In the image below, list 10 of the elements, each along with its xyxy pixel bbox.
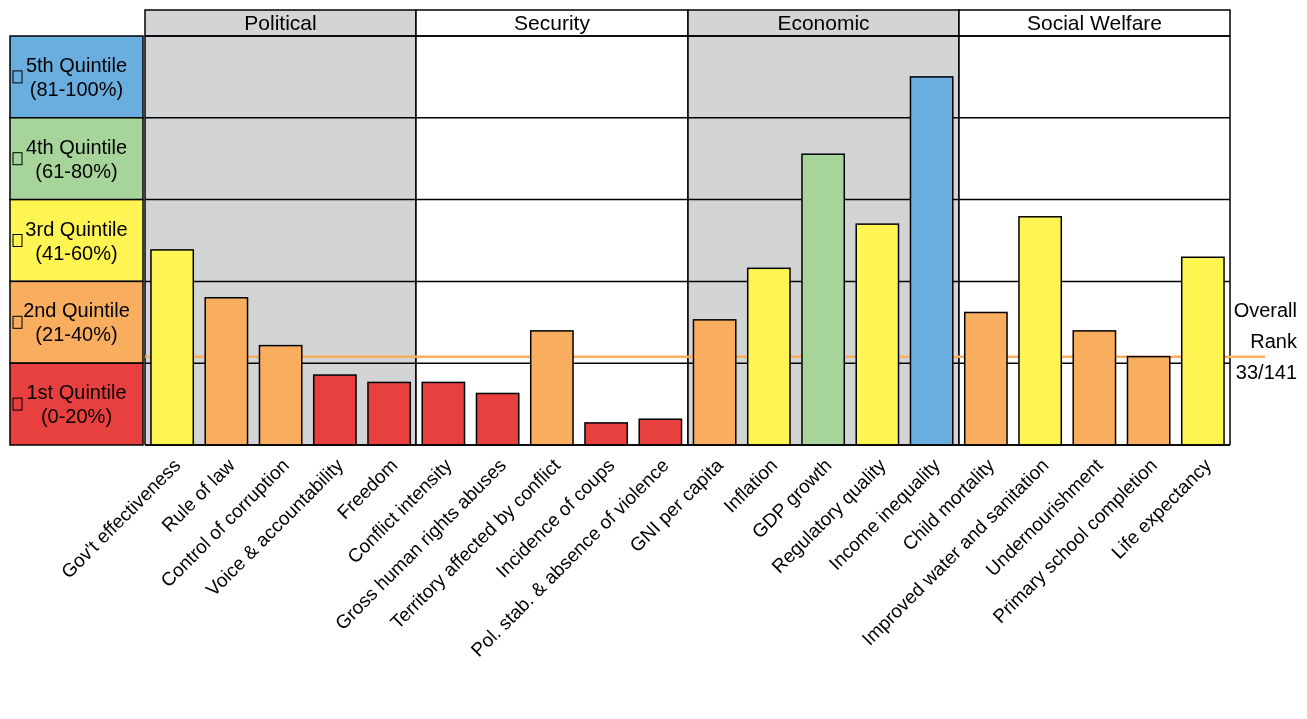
band-label: Social Welfare: [1026, 11, 1163, 34]
legend-label: 5th Quintile (81-100%): [25, 53, 128, 100]
legend-label: 2nd Quintile (21-40%): [23, 299, 130, 346]
ref-line-label: Overall Rank 33/141: [1233, 298, 1298, 383]
band-label: Political: [244, 11, 317, 34]
band-label: Security: [514, 11, 591, 34]
band-label: Economic: [777, 11, 870, 34]
legend-label: 4th Quintile (61-80%): [25, 135, 128, 182]
legend-label: 1st Quintile (0-20%): [26, 381, 127, 428]
legend-label: 3rd Quintile (41-60%): [25, 217, 128, 264]
